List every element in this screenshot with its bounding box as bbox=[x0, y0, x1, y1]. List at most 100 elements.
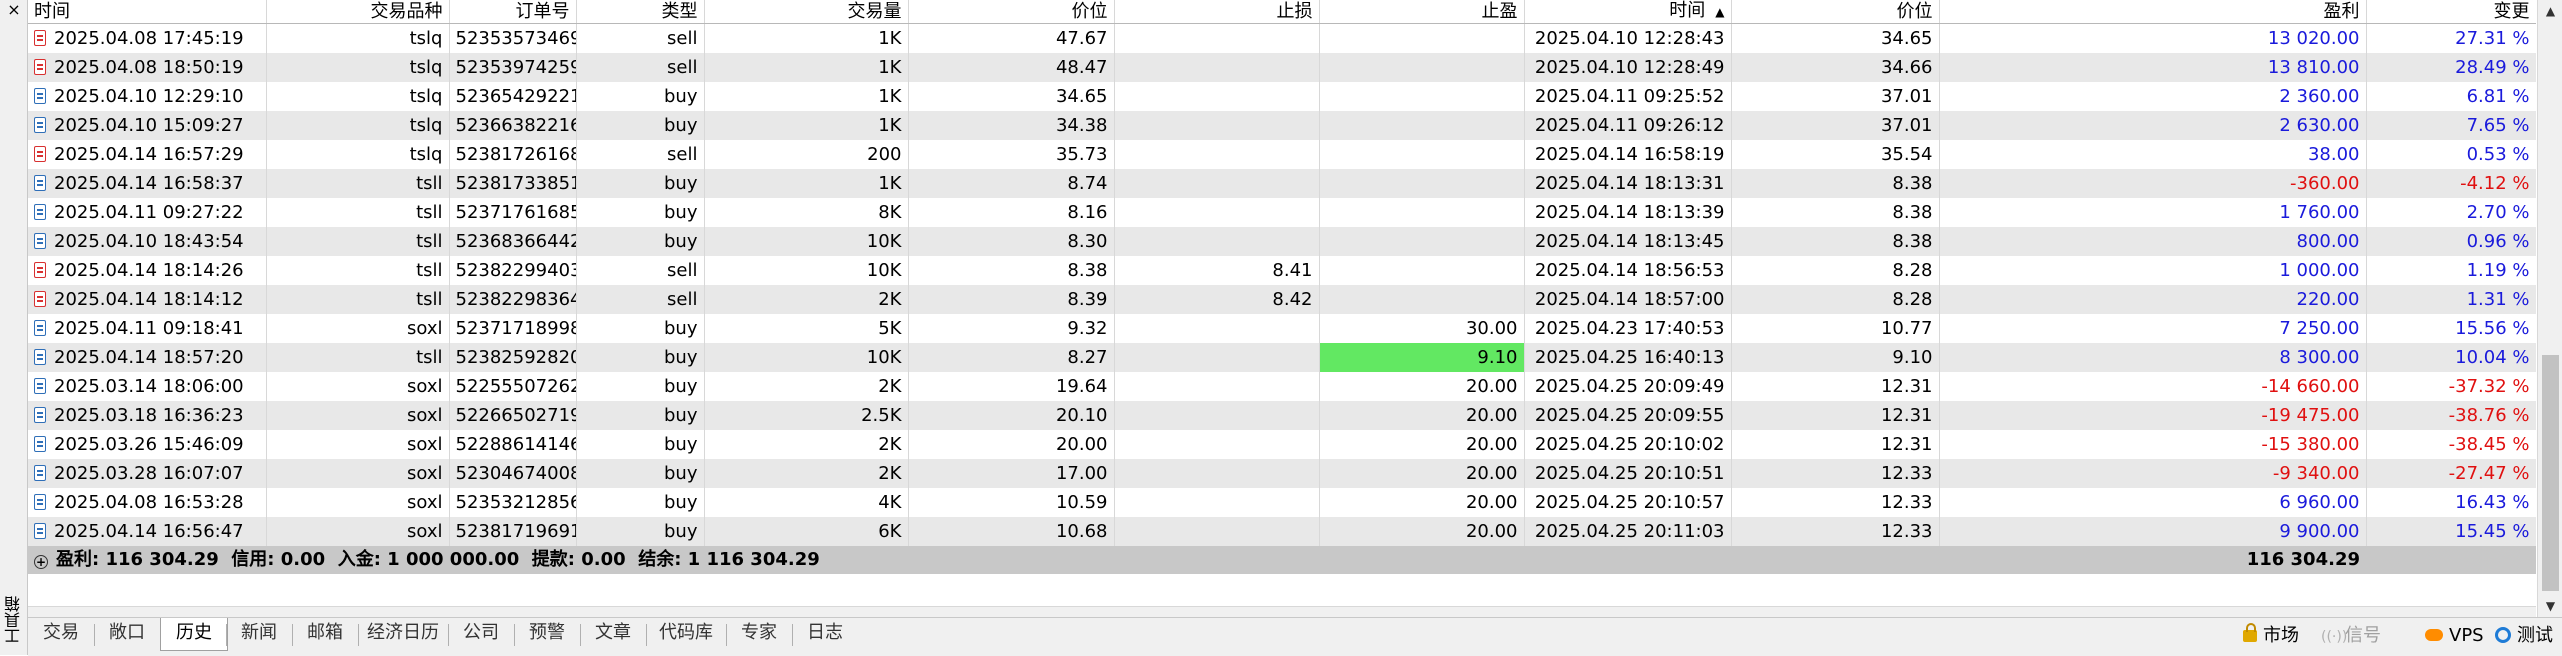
cell-tp: 20.00 bbox=[1319, 430, 1525, 459]
col-header-profit[interactable]: 盈利 bbox=[1939, 0, 2367, 24]
history-grid: 时间 交易品种 订单号 类型 交易量 价位 止损 止盈 时间 ▲ 价位 盈利 变更… bbox=[28, 0, 2536, 606]
cell-price: 34.38 bbox=[908, 111, 1115, 140]
cell-close-price: 12.31 bbox=[1731, 401, 1940, 430]
cell-open-time: 2025.04.14 16:57:29 bbox=[28, 140, 267, 169]
vertical-scrollbar[interactable]: ▲ ▼ bbox=[2537, 0, 2562, 617]
open-time-text: 2025.04.10 18:43:54 bbox=[54, 231, 244, 252]
cell-profit: 13 020.00 bbox=[1939, 23, 2367, 53]
table-row[interactable]: 2025.04.14 16:57:29 tslq 52381726168 sell 20… bbox=[28, 140, 2536, 169]
cell-profit: 800.00 bbox=[1939, 227, 2367, 256]
sell-deal-icon bbox=[34, 30, 46, 46]
summary-cell: + 盈利: 116 304.29 信用: 0.00 入金: 1 000 000.0… bbox=[28, 546, 1939, 574]
signals-button[interactable]: ((·))信号 bbox=[2321, 622, 2381, 650]
header-row: 时间 交易品种 订单号 类型 交易量 价位 止损 止盈 时间 ▲ 价位 盈利 变更 bbox=[28, 0, 2536, 24]
table-row[interactable]: 2025.04.14 16:58:37 tsll 52381733851 buy 1K 8… bbox=[28, 169, 2536, 198]
scrollbar-thumb[interactable] bbox=[2542, 355, 2559, 591]
cell-price: 35.73 bbox=[908, 140, 1115, 169]
tab-4[interactable]: 邮箱 bbox=[307, 622, 343, 643]
col-header-open-time[interactable]: 时间 bbox=[28, 0, 267, 24]
table-row[interactable]: 2025.04.14 16:56:47 soxl 52381719691 buy 6K 1… bbox=[28, 517, 2536, 546]
tab-3[interactable]: 新闻 bbox=[241, 622, 277, 643]
tab-7[interactable]: 预警 bbox=[529, 622, 565, 643]
cell-type: buy bbox=[576, 111, 705, 140]
cell-order: 52371718998 bbox=[449, 314, 577, 343]
tab-5[interactable]: 经济日历 bbox=[367, 622, 439, 643]
cell-close-price: 35.54 bbox=[1731, 140, 1940, 169]
col-header-tp[interactable]: 止盈 bbox=[1319, 0, 1525, 24]
cell-profit: -14 660.00 bbox=[1939, 372, 2367, 401]
table-row[interactable]: 2025.03.28 16:07:07 soxl 52304674008 buy 2K 1… bbox=[28, 459, 2536, 488]
tab-1[interactable]: 敞口 bbox=[109, 622, 145, 643]
cell-change: 0.96 % bbox=[2366, 227, 2536, 256]
table-row[interactable]: 2025.03.14 18:06:00 soxl 52255507262 buy 2K 1… bbox=[28, 372, 2536, 401]
cell-change: 28.49 % bbox=[2366, 53, 2536, 82]
table-row[interactable]: 2025.03.18 16:36:23 soxl 52266502719 buy 2.5… bbox=[28, 401, 2536, 430]
horizontal-scrollbar[interactable] bbox=[28, 606, 2536, 618]
cell-close-price: 8.28 bbox=[1731, 285, 1940, 314]
cell-change: 16.43 % bbox=[2366, 488, 2536, 517]
toolbox-label[interactable]: 工具箱 bbox=[4, 596, 23, 644]
col-header-order[interactable]: 订单号 bbox=[449, 0, 577, 24]
cell-tp: 20.00 bbox=[1319, 372, 1525, 401]
cell-price: 8.74 bbox=[908, 169, 1115, 198]
table-row[interactable]: 2025.04.11 09:27:22 tsll 52371761685 buy 8K 8… bbox=[28, 198, 2536, 227]
terminal-tab-bar: 交易 敞口 历史 新闻 邮箱 经济日历 公司 预警 文章 代码库 专家 日志 市场 ((·))信号 V… bbox=[28, 617, 2562, 656]
cell-profit: 2 630.00 bbox=[1939, 111, 2367, 140]
buy-deal-icon bbox=[34, 320, 46, 336]
cell-tp bbox=[1319, 169, 1525, 198]
summary-row: + 盈利: 116 304.29 信用: 0.00 入金: 1 000 000.0… bbox=[28, 546, 2536, 574]
tab-0[interactable]: 交易 bbox=[43, 622, 79, 643]
cell-close-time: 2025.04.23 17:40:53 bbox=[1524, 314, 1732, 343]
scroll-down-arrow-icon[interactable]: ▼ bbox=[2545, 599, 2556, 613]
cell-change: 6.81 % bbox=[2366, 82, 2536, 111]
table-row[interactable]: 2025.04.11 09:18:41 soxl 52371718998 buy 5K 9… bbox=[28, 314, 2536, 343]
cell-order: 52304674008 bbox=[449, 459, 577, 488]
table-row[interactable]: 2025.04.14 18:57:20 tsll 52382592820 buy 10K… bbox=[28, 343, 2536, 372]
tab-8[interactable]: 文章 bbox=[595, 622, 631, 643]
tab-9[interactable]: 代码库 bbox=[659, 622, 713, 643]
table-row[interactable]: 2025.04.10 15:09:27 tslq 52366382216 buy 1K 3… bbox=[28, 111, 2536, 140]
col-header-volume[interactable]: 交易量 bbox=[704, 0, 909, 24]
open-time-text: 2025.04.14 16:58:37 bbox=[54, 173, 244, 194]
tab-separator bbox=[792, 624, 793, 646]
vps-button[interactable]: VPS bbox=[2425, 622, 2484, 650]
table-row[interactable]: 2025.04.08 18:50:19 tslq 52353974259 sell 1K… bbox=[28, 53, 2536, 82]
table-row[interactable]: 2025.04.14 18:14:12 tsll 52382298364 sell 2K… bbox=[28, 285, 2536, 314]
tab-separator bbox=[94, 624, 95, 646]
col-header-change[interactable]: 变更 bbox=[2366, 0, 2536, 24]
col-header-type[interactable]: 类型 bbox=[576, 0, 705, 24]
cell-sl bbox=[1114, 517, 1320, 546]
scroll-up-arrow-icon[interactable]: ▲ bbox=[2545, 4, 2556, 18]
cell-type: buy bbox=[576, 198, 705, 227]
table-row[interactable]: 2025.04.10 18:43:54 tsll 52368366442 buy 10K… bbox=[28, 227, 2536, 256]
market-lock-icon bbox=[2243, 623, 2257, 642]
col-header-sl[interactable]: 止损 bbox=[1114, 0, 1320, 24]
summary-text: 盈利: 116 304.29 信用: 0.00 入金: 1 000 000.00… bbox=[56, 549, 820, 570]
tab-11[interactable]: 日志 bbox=[807, 622, 843, 643]
cell-change: 1.31 % bbox=[2366, 285, 2536, 314]
table-row[interactable]: 2025.04.10 12:29:10 tslq 52365429221 buy 1K 3… bbox=[28, 82, 2536, 111]
cell-volume: 1K bbox=[704, 111, 909, 140]
open-time-text: 2025.04.14 16:57:29 bbox=[54, 144, 244, 165]
table-row[interactable]: 2025.03.26 15:46:09 soxl 52288614146 buy 2K 2… bbox=[28, 430, 2536, 459]
cell-symbol: soxl bbox=[266, 372, 450, 401]
col-header-close-price[interactable]: 价位 bbox=[1731, 0, 1940, 24]
tab-6[interactable]: 公司 bbox=[463, 622, 499, 643]
col-header-close-time[interactable]: 时间 ▲ bbox=[1524, 0, 1732, 24]
cell-volume: 10K bbox=[704, 343, 909, 372]
col-header-symbol[interactable]: 交易品种 bbox=[266, 0, 450, 24]
cell-close-price: 34.65 bbox=[1731, 23, 1940, 53]
cell-price: 47.67 bbox=[908, 23, 1115, 53]
expand-plus-icon[interactable]: + bbox=[34, 555, 48, 569]
close-icon[interactable]: × bbox=[7, 0, 21, 19]
table-row[interactable]: 2025.04.08 16:53:28 soxl 52353212856 buy 4K 1… bbox=[28, 488, 2536, 517]
table-row[interactable]: 2025.04.08 17:45:19 tslq 52353573469 sell 1K… bbox=[28, 23, 2536, 53]
tab-10[interactable]: 专家 bbox=[741, 622, 777, 643]
table-row[interactable]: 2025.04.14 18:14:26 tsll 52382299403 sell 10… bbox=[28, 256, 2536, 285]
market-button[interactable]: 市场 bbox=[2243, 622, 2299, 650]
tester-button[interactable]: 测试 bbox=[2495, 622, 2553, 650]
open-time-text: 2025.04.14 18:57:20 bbox=[54, 347, 244, 368]
tab-2[interactable]: 历史 bbox=[160, 618, 228, 651]
cell-symbol: soxl bbox=[266, 401, 450, 430]
col-header-price[interactable]: 价位 bbox=[908, 0, 1115, 24]
